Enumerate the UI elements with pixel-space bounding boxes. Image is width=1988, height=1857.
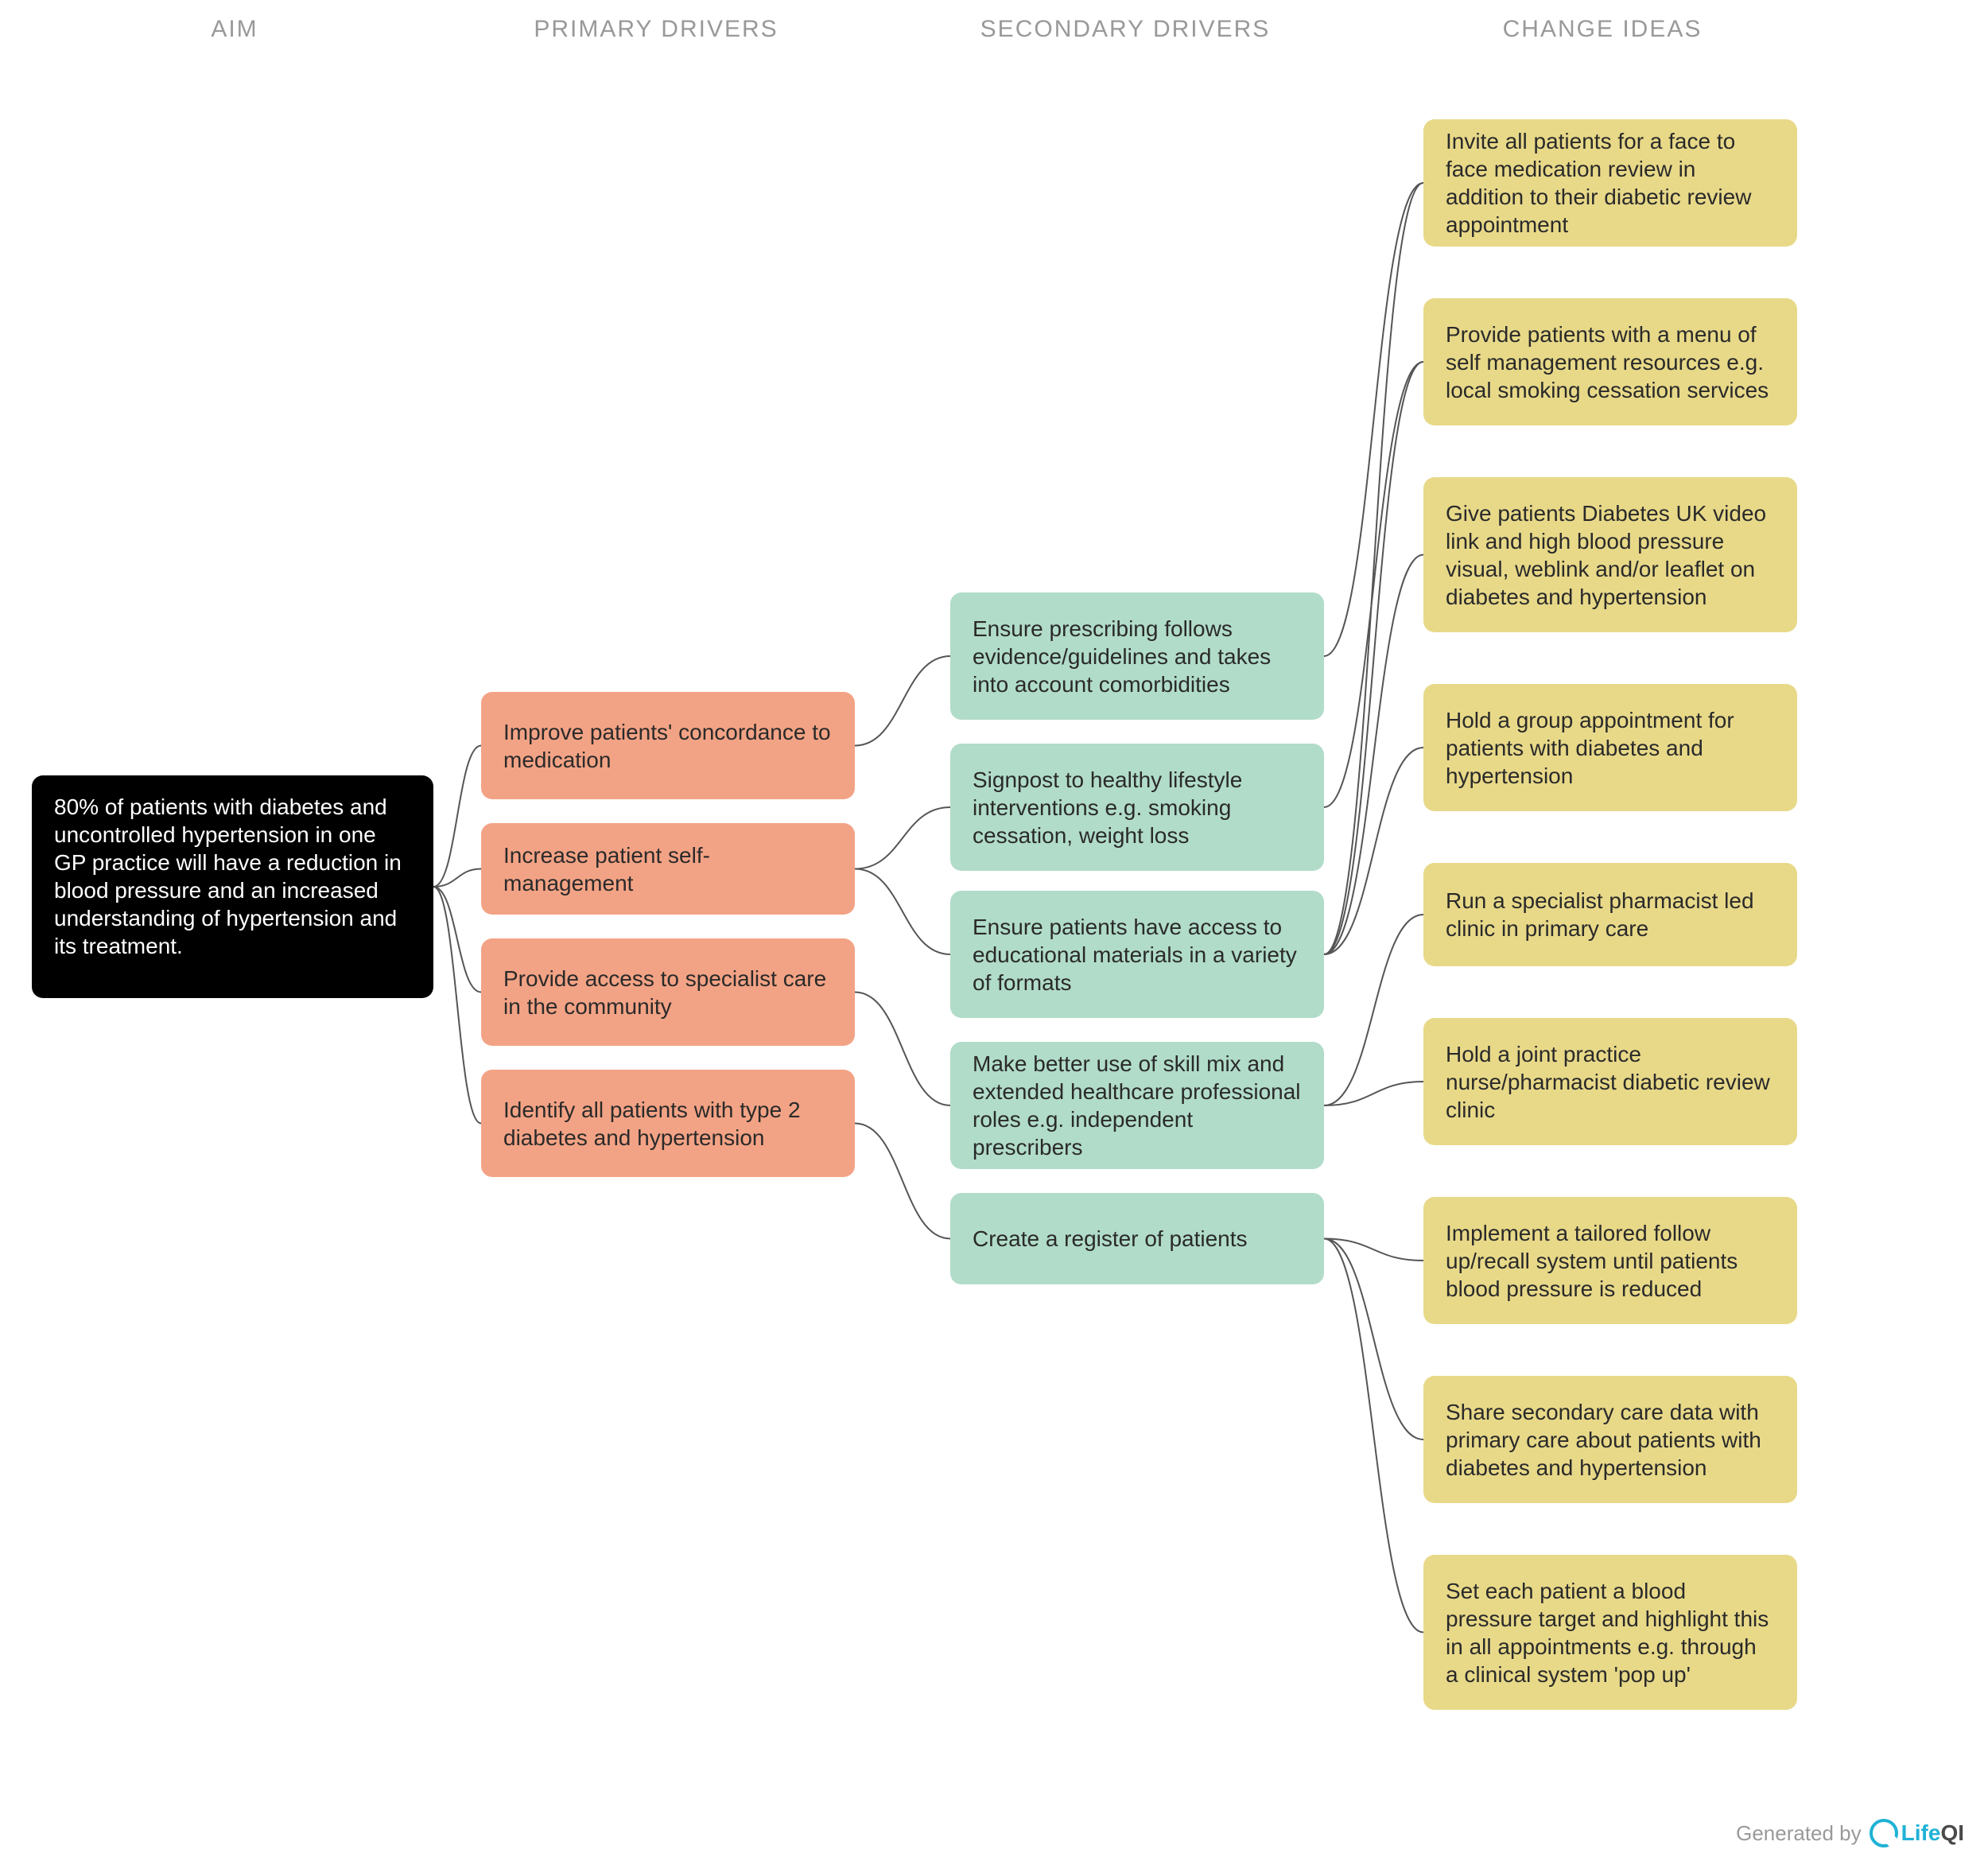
secondary-node-text: Ensure patients have access to education… — [973, 913, 1302, 996]
primary-node-text: Improve patients' concordance to medicat… — [503, 718, 833, 774]
secondary-node-text: Signpost to healthy lifestyle interventi… — [973, 766, 1302, 849]
brand-qi: QI — [1940, 1820, 1964, 1846]
connector — [1324, 183, 1423, 656]
aim-node: 80% of patients with diabetes and uncont… — [32, 775, 433, 998]
change-node-text: Share secondary care data with primary c… — [1446, 1398, 1775, 1482]
change-node: Hold a group appointment for patients wi… — [1423, 684, 1797, 811]
primary-node: Identify all patients with type 2 diabet… — [481, 1070, 855, 1177]
brand-ring-icon — [1870, 1819, 1898, 1847]
footer-text: Generated by — [1736, 1821, 1862, 1846]
primary-node-text: Provide access to specialist care in the… — [503, 965, 833, 1020]
change-node-text: Set each patient a blood pressure target… — [1446, 1577, 1775, 1688]
connector — [1324, 1082, 1423, 1105]
column-header: CHANGE IDEAS — [1415, 16, 1789, 43]
connector — [1324, 183, 1423, 954]
change-node-text: Provide patients with a menu of self man… — [1446, 321, 1775, 404]
change-node-text: Hold a joint practice nurse/pharmacist d… — [1446, 1040, 1775, 1124]
secondary-node: Make better use of skill mix and extende… — [950, 1042, 1324, 1169]
brand-life: Life — [1901, 1820, 1941, 1846]
connector — [1324, 1239, 1423, 1261]
secondary-node: Signpost to healthy lifestyle interventi… — [950, 744, 1324, 871]
connector — [1324, 362, 1423, 954]
secondary-node: Ensure patients have access to education… — [950, 891, 1324, 1018]
change-node: Hold a joint practice nurse/pharmacist d… — [1423, 1018, 1797, 1145]
primary-node-text: Increase patient self-management — [503, 841, 833, 897]
column-header: PRIMARY DRIVERS — [469, 16, 843, 43]
change-node-text: Hold a group appointment for patients wi… — [1446, 706, 1775, 790]
primary-node: Provide access to specialist care in the… — [481, 938, 855, 1046]
connector — [855, 1124, 950, 1239]
connector — [433, 869, 481, 888]
connector — [433, 746, 481, 888]
primary-node: Improve patients' concordance to medicat… — [481, 692, 855, 799]
column-header: AIM — [48, 16, 421, 43]
change-node-text: Give patients Diabetes UK video link and… — [1446, 499, 1775, 611]
change-node-text: Run a specialist pharmacist led clinic i… — [1446, 887, 1775, 942]
connector — [433, 887, 481, 993]
footer: Generated by Life QI — [1736, 1819, 1964, 1847]
change-node: Share secondary care data with primary c… — [1423, 1376, 1797, 1503]
secondary-node-text: Make better use of skill mix and extende… — [973, 1050, 1302, 1161]
change-node: Set each patient a blood pressure target… — [1423, 1555, 1797, 1710]
primary-node-text: Identify all patients with type 2 diabet… — [503, 1096, 833, 1152]
connector — [1324, 362, 1423, 807]
column-header: SECONDARY DRIVERS — [938, 16, 1312, 43]
connector — [855, 656, 950, 746]
secondary-node-text: Ensure prescribing follows evidence/guid… — [973, 615, 1302, 698]
connector — [855, 869, 950, 955]
connector — [1324, 748, 1423, 954]
change-node: Invite all patients for a face to face m… — [1423, 119, 1797, 247]
primary-node: Increase patient self-management — [481, 823, 855, 915]
secondary-node: Ensure prescribing follows evidence/guid… — [950, 592, 1324, 720]
change-node: Run a specialist pharmacist led clinic i… — [1423, 863, 1797, 966]
change-node: Implement a tailored follow up/recall sy… — [1423, 1197, 1797, 1324]
change-node-text: Implement a tailored follow up/recall sy… — [1446, 1219, 1775, 1303]
aim-node-text: 80% of patients with diabetes and uncont… — [54, 793, 411, 960]
change-node-text: Invite all patients for a face to face m… — [1446, 127, 1775, 239]
connector — [855, 993, 950, 1106]
change-node: Give patients Diabetes UK video link and… — [1423, 477, 1797, 632]
driver-diagram: Generated by Life QI AIM PRIMARY DRIVERS S… — [0, 0, 1988, 1857]
secondary-node: Create a register of patients — [950, 1193, 1324, 1284]
change-node: Provide patients with a menu of self man… — [1423, 298, 1797, 425]
brand-logo: Life QI — [1870, 1819, 1964, 1847]
connector — [1324, 1239, 1423, 1633]
connector — [1324, 915, 1423, 1105]
secondary-node-text: Create a register of patients — [973, 1225, 1248, 1253]
connector — [433, 887, 481, 1124]
connector — [1324, 555, 1423, 955]
connector — [855, 807, 950, 869]
connector — [1324, 1239, 1423, 1440]
